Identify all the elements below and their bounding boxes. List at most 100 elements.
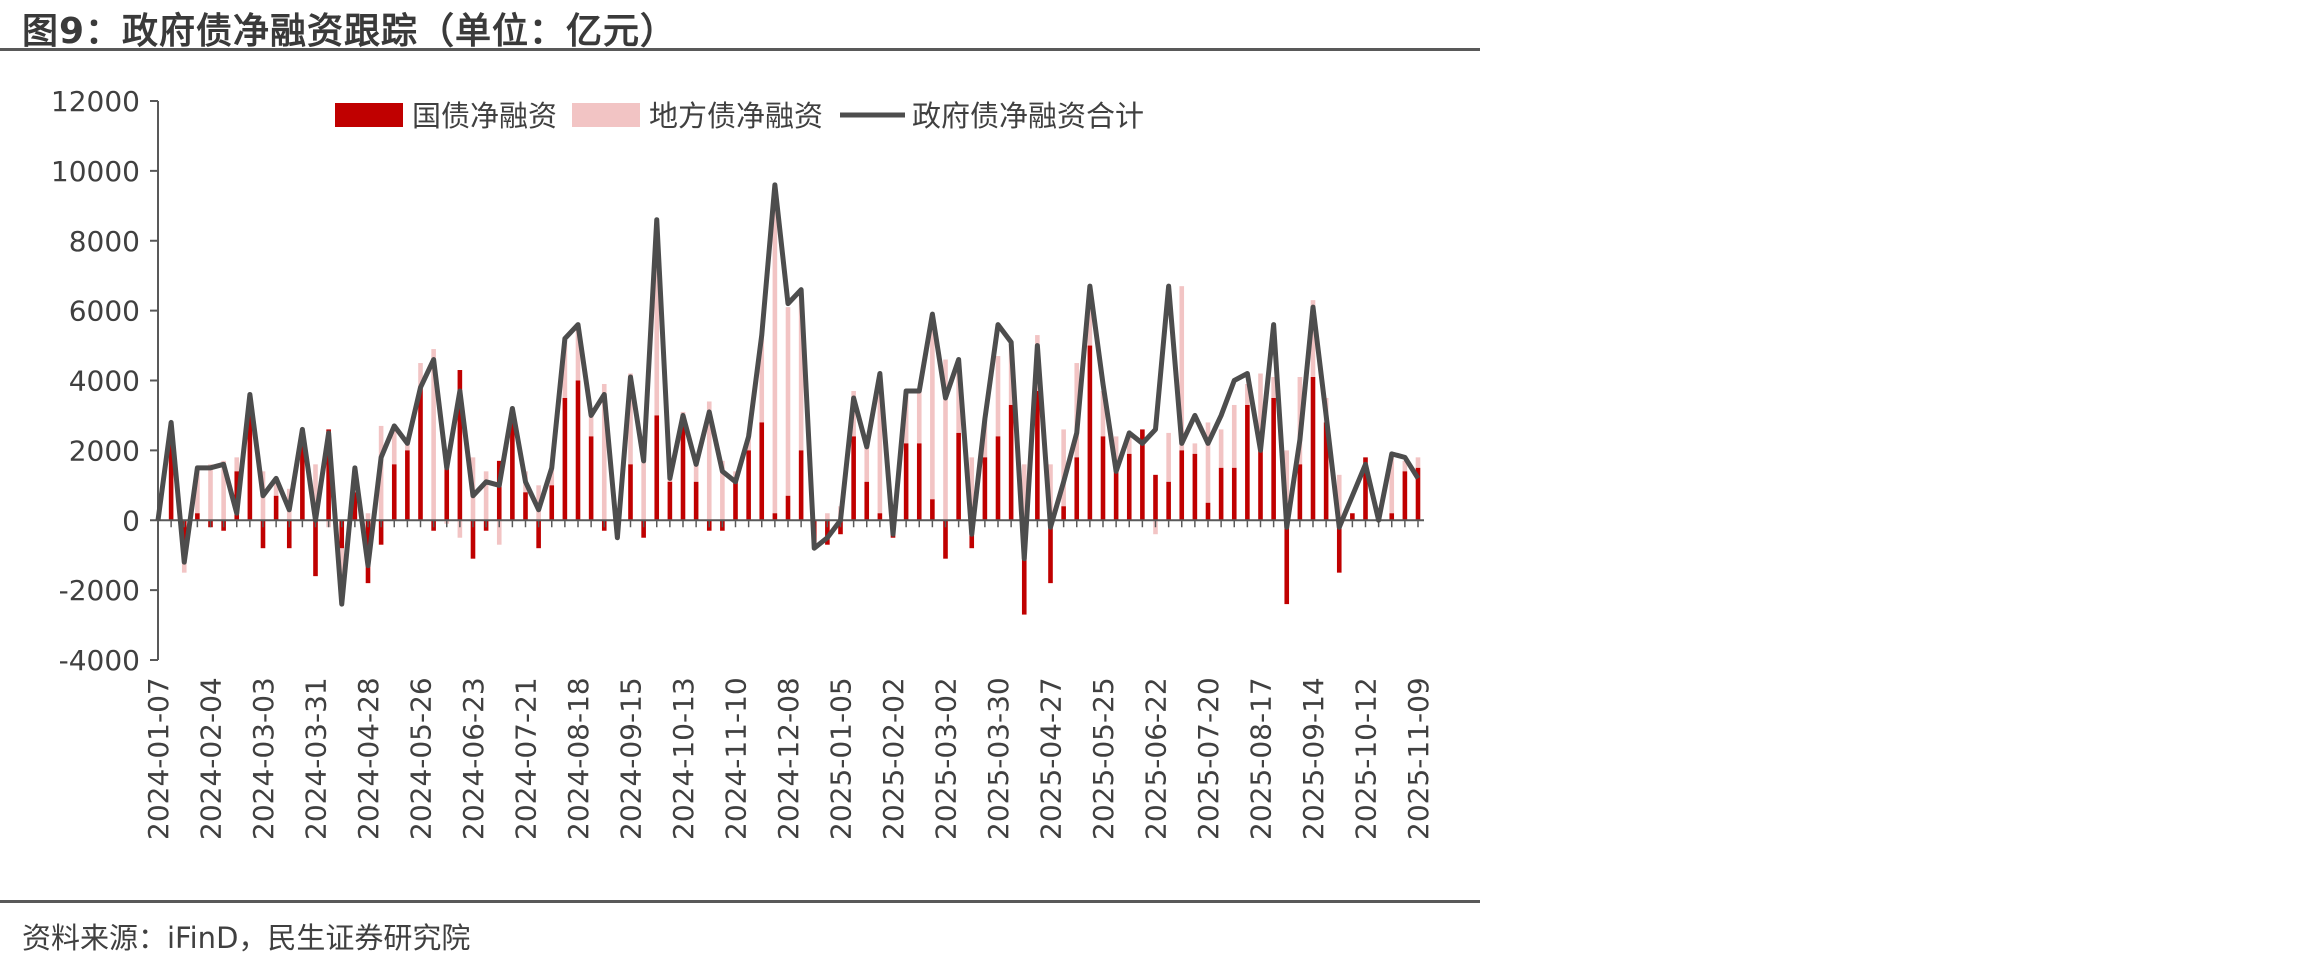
y-tick-label: -2000 — [59, 574, 140, 607]
bar-local — [1271, 377, 1276, 398]
bar-local — [916, 390, 922, 444]
y-tick-label: 4000 — [69, 365, 140, 398]
bar-national — [851, 436, 856, 521]
bar-national — [1323, 422, 1329, 521]
y-tick-label: -4000 — [59, 644, 140, 677]
x-tick-label: 2025-08-17 — [1245, 677, 1278, 840]
bar-local — [641, 446, 646, 521]
bar-local — [930, 314, 935, 500]
bar-local — [1231, 404, 1237, 468]
bar-local — [1048, 464, 1053, 521]
bar-local — [391, 425, 397, 465]
bar-national — [247, 415, 253, 521]
y-tick-labels: 12000 10000 8000 6000 4000 2000 0 -2000 -4000 — [51, 85, 140, 677]
bar-local — [195, 467, 200, 514]
bar-local — [457, 520, 463, 538]
bar-local — [825, 513, 830, 521]
bar-local — [1258, 373, 1263, 451]
bar-local — [1284, 450, 1290, 521]
legend-label-local: 地方债净融资 — [649, 99, 823, 133]
bar-local — [956, 359, 961, 433]
bar-local — [1021, 464, 1027, 521]
bar-national — [195, 513, 200, 521]
bar-national — [168, 436, 174, 521]
bar-national — [667, 481, 673, 521]
bar-local — [1205, 422, 1211, 503]
legend-swatch-national — [335, 103, 403, 127]
bar-national — [1179, 450, 1185, 521]
bar-local — [1218, 429, 1224, 468]
x-tick-label: 2024-06-23 — [457, 677, 490, 840]
bar-national — [339, 520, 345, 549]
y-tick-label: 12000 — [51, 85, 140, 118]
bar-national — [1363, 457, 1368, 521]
bar-national — [693, 481, 699, 521]
series-local-debt — [168, 184, 1421, 605]
legend-label-national: 国债净融资 — [412, 99, 557, 133]
bar-national — [470, 520, 476, 559]
bar-local — [575, 328, 581, 381]
bar-national — [733, 481, 738, 521]
bar-national — [759, 422, 765, 521]
bar-national — [1310, 377, 1316, 521]
bar-local — [1336, 474, 1342, 521]
bar-national — [510, 418, 515, 521]
bar-national — [1035, 390, 1040, 521]
x-tick-label: 2024-10-13 — [667, 677, 700, 840]
bar-local — [720, 460, 725, 521]
bar-local — [628, 373, 633, 465]
x-tick-label: 2025-04-27 — [1035, 677, 1068, 840]
x-tick-label: 2024-12-08 — [772, 677, 805, 840]
bar-national — [772, 513, 778, 521]
bar-local — [1113, 436, 1119, 472]
bar-national — [916, 443, 922, 521]
bar-national — [785, 495, 791, 521]
bar-local — [1192, 443, 1198, 454]
x-tick-label: 2024-03-31 — [300, 677, 333, 840]
legend-label-total: 政府债净融资合计 — [912, 99, 1144, 133]
source-note: 资料来源：iFinD，民生证券研究院 — [22, 921, 471, 955]
bar-local — [1100, 390, 1106, 437]
bar-national — [1061, 506, 1066, 521]
bar-local — [877, 373, 883, 514]
x-tick-label: 2025-11-09 — [1402, 677, 1435, 840]
bar-national — [1153, 474, 1158, 521]
bar-local — [995, 356, 1001, 437]
bar-national — [956, 432, 961, 521]
bar-local — [693, 464, 699, 482]
bar-national — [1258, 450, 1263, 521]
bar-national — [1166, 481, 1171, 521]
bar-national — [496, 460, 502, 521]
bar-national — [313, 520, 318, 577]
bar-national — [575, 380, 581, 521]
x-tick-label: 2025-07-20 — [1192, 677, 1225, 840]
bar-local — [405, 443, 410, 451]
bar-national — [1008, 404, 1014, 521]
bottom-rule — [0, 900, 1480, 903]
bar-national — [444, 464, 450, 521]
bar-national — [1415, 467, 1421, 521]
bar-local — [483, 471, 489, 521]
bar-local — [969, 457, 975, 521]
bar-local — [313, 464, 318, 521]
bar-local — [1402, 460, 1408, 472]
top-rule — [0, 48, 1480, 51]
bar-national — [943, 520, 948, 559]
bar-national — [903, 443, 909, 521]
bar-local — [496, 520, 502, 545]
x-tick-label: 2024-07-21 — [510, 677, 543, 840]
bar-national — [1350, 513, 1355, 521]
y-tick-label: 2000 — [69, 434, 140, 467]
bar-local — [234, 457, 240, 472]
bar-local — [706, 401, 712, 521]
bar-national — [418, 387, 423, 521]
bar-local — [785, 307, 791, 496]
bar-local — [1415, 457, 1421, 468]
bar-national — [405, 450, 410, 521]
bar-national — [1113, 471, 1119, 521]
bar-local — [1061, 429, 1066, 507]
y-tick-label: 0 — [122, 504, 140, 537]
x-tick-label: 2025-06-22 — [1140, 677, 1173, 840]
bar-national — [260, 520, 266, 549]
bar-local — [208, 464, 213, 521]
